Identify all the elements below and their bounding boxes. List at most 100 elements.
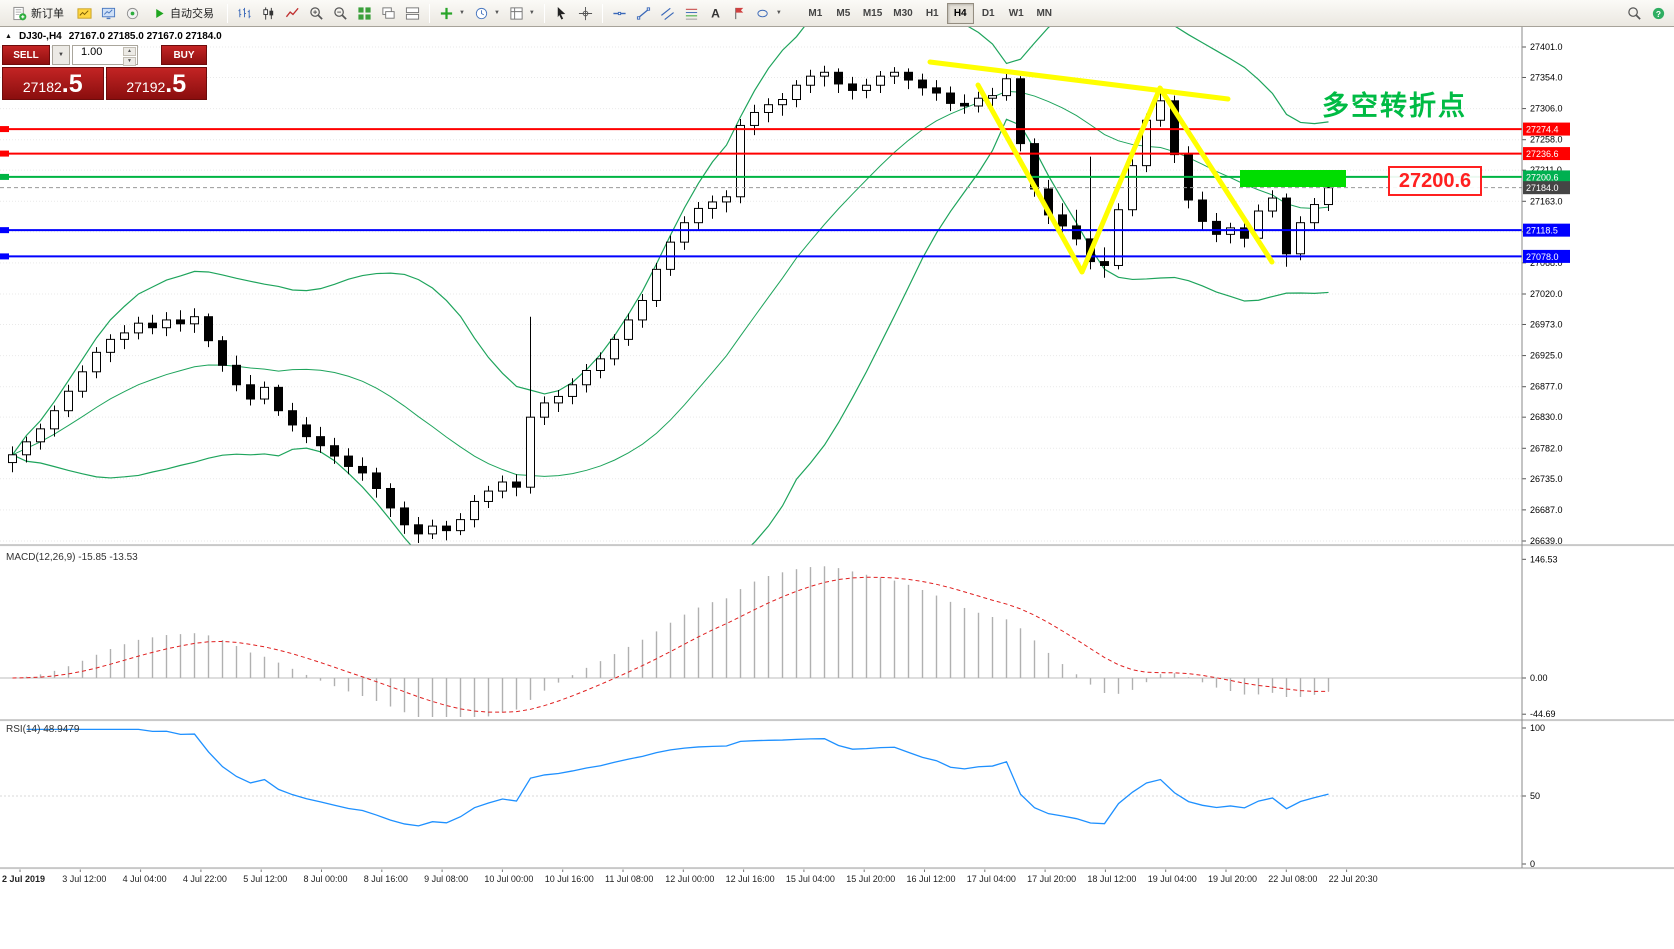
candlestick-mode-button[interactable] (257, 2, 280, 25)
new-order-button[interactable]: 新订单 (4, 2, 72, 25)
timeframe-button-m15[interactable]: M15 (858, 3, 887, 24)
caret-down-icon: ▼ (459, 10, 465, 16)
svg-text:17 Jul 04:00: 17 Jul 04:00 (967, 874, 1016, 884)
candle (204, 316, 213, 342)
rsi-pane[interactable] (0, 728, 1522, 827)
candle (232, 364, 241, 386)
one-click-price-row: 27182.5 27192.5 (2, 65, 207, 100)
timeframe-button-m1[interactable]: M1 (802, 3, 829, 24)
price-badge (1523, 181, 1570, 195)
sell-price-panel[interactable]: 27182.5 (2, 67, 104, 100)
candle (610, 338, 619, 360)
candle (1282, 197, 1291, 255)
channel-icon (660, 7, 674, 20)
candle (890, 71, 899, 77)
data-window-button[interactable] (121, 2, 144, 25)
volume-input[interactable]: 1.00 ▲ ▼ (72, 45, 138, 66)
volume-stepper[interactable]: ▲ ▼ (123, 47, 136, 66)
price-callout-box[interactable]: 27200.6 (1388, 166, 1482, 196)
candle (1058, 214, 1067, 227)
timeframe-button-m30[interactable]: M30 (888, 3, 917, 24)
candle (694, 207, 703, 224)
toolbar: 新订单 自动交易 (0, 0, 1674, 27)
main-chart-pane[interactable] (0, 27, 1522, 605)
line-chart-mode-button[interactable] (281, 2, 304, 25)
community-button[interactable]: ? (1647, 2, 1670, 25)
periods-button[interactable]: ▼ (470, 2, 504, 25)
collapse-arrow-icon[interactable]: ▲ (5, 33, 12, 40)
candle (50, 410, 59, 430)
timeframe-button-h4[interactable]: H4 (946, 2, 974, 24)
bollinger-band-line (12, 90, 1329, 477)
svg-text:27274.4: 27274.4 (1526, 125, 1559, 135)
svg-text:27236.6: 27236.6 (1526, 149, 1559, 159)
buy-button[interactable]: BUY (161, 45, 207, 65)
trendline-tool-button[interactable] (632, 2, 655, 25)
level-line-anchor (0, 253, 9, 260)
level-line-anchor (0, 173, 9, 180)
candle (806, 75, 815, 86)
shapes-tool-button[interactable]: ▼ (752, 2, 786, 25)
cascade-windows-button[interactable] (377, 2, 400, 25)
candle (540, 402, 549, 418)
candle (638, 299, 647, 321)
candle (946, 92, 955, 104)
tile-horizontal-button[interactable] (401, 2, 424, 25)
stepper-up-icon[interactable]: ▲ (123, 47, 136, 56)
autotrade-button[interactable]: 自动交易 (145, 2, 222, 25)
svg-text:15 Jul 04:00: 15 Jul 04:00 (786, 874, 835, 884)
svg-text:26687.0: 26687.0 (1530, 505, 1563, 515)
add-indicator-button[interactable]: ▼ (435, 2, 469, 25)
bar-chart-mode-button[interactable] (233, 2, 256, 25)
candle (22, 441, 31, 456)
svg-text:27354.0: 27354.0 (1530, 72, 1563, 82)
svg-text:146.53: 146.53 (1530, 554, 1558, 564)
timeframe-button-h1[interactable]: H1 (919, 3, 946, 24)
turning-point-annotation[interactable]: 多空转折点 (1322, 91, 1467, 121)
timeframe-button-d1[interactable]: D1 (975, 3, 1002, 24)
new-chart-button[interactable] (73, 2, 96, 25)
stepper-down-icon[interactable]: ▼ (123, 57, 136, 66)
candle (834, 71, 843, 85)
svg-text:27258.0: 27258.0 (1530, 135, 1563, 145)
candle (274, 386, 283, 412)
chart-canvas[interactable]: 27401.0 27354.0 27306.0 27258.0 27211.0 27163… (0, 27, 1674, 949)
templates-button[interactable]: ▼ (505, 2, 539, 25)
horizontal-line-tool-button[interactable] (608, 2, 631, 25)
channel-tool-button[interactable] (656, 2, 679, 25)
text-tool-button[interactable]: A (704, 2, 727, 25)
fibonacci-tool-button[interactable] (680, 2, 703, 25)
zoom-out-button[interactable] (329, 2, 352, 25)
candle (596, 358, 605, 372)
candle (134, 322, 143, 334)
level-line-anchor (0, 150, 9, 157)
candle (358, 465, 367, 474)
candlestick-icon (263, 6, 274, 20)
buy-price-panel[interactable]: 27192.5 (105, 67, 207, 100)
candle (330, 445, 339, 457)
svg-text:12 Jul 16:00: 12 Jul 16:00 (726, 874, 775, 884)
svg-text:27184.0: 27184.0 (1526, 183, 1559, 193)
tile-windows-button[interactable] (353, 2, 376, 25)
profiles-button[interactable] (97, 2, 120, 25)
price-axis[interactable]: 27401.0 27354.0 27306.0 27258.0 27211.0 27163… (1522, 42, 1570, 869)
one-click-options-dropdown[interactable]: ▼ (52, 45, 70, 65)
candle (932, 87, 941, 94)
search-button[interactable] (1623, 2, 1646, 25)
arrow-tool-button[interactable] (728, 2, 751, 25)
macd-pane[interactable] (0, 566, 1522, 717)
candle (526, 416, 535, 488)
zoom-in-button[interactable] (305, 2, 328, 25)
svg-text:26639.0: 26639.0 (1530, 536, 1563, 546)
cursor-button[interactable] (550, 2, 573, 25)
timeframe-button-m5[interactable]: M5 (830, 3, 857, 24)
trendline-annotation (927, 59, 1231, 102)
candle (484, 490, 493, 502)
bar-chart-icon (238, 7, 251, 18)
svg-text:-44.69: -44.69 (1530, 709, 1556, 719)
sell-button[interactable]: SELL (2, 45, 50, 65)
time-axis[interactable]: 2 Jul 2019 3 Jul 12:00 4 Jul 04:00 4 Jul 22… (2, 868, 1378, 884)
crosshair-button[interactable] (574, 2, 597, 25)
timeframe-button-w1[interactable]: W1 (1003, 3, 1030, 24)
timeframe-button-mn[interactable]: MN (1031, 3, 1058, 24)
